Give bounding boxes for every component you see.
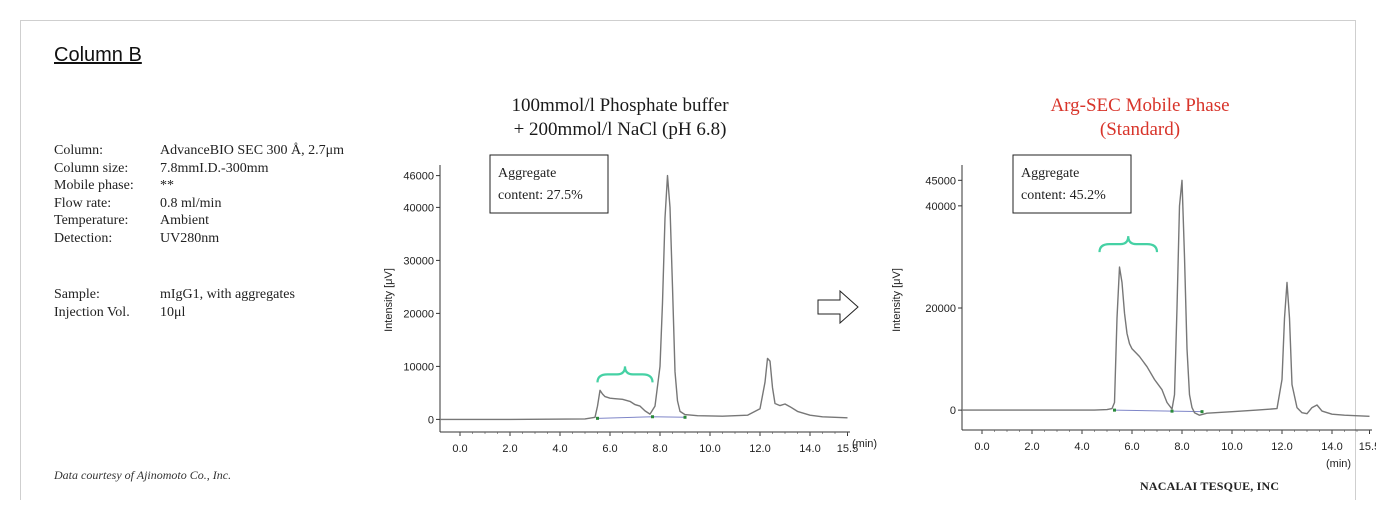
x-tick-label: 2.0 — [502, 443, 517, 455]
condition-row: Column size: 7.8mmI.D.-300mm — [54, 160, 269, 177]
condition-value: ** — [160, 178, 174, 193]
x-tick-label: 15.5 — [1359, 441, 1376, 453]
integration-marker — [1113, 408, 1116, 412]
aggregate-annotation-box — [489, 154, 609, 214]
x-tick-label: 2.0 — [1024, 441, 1039, 453]
condition-label: Mobile phase: — [54, 178, 134, 193]
condition-label: Detection: — [54, 230, 113, 246]
condition-label: Column: — [54, 143, 104, 158]
integration-marker — [1200, 410, 1204, 414]
x-tick-label: 4.0 — [1074, 441, 1089, 453]
section-heading: Column B — [54, 44, 142, 66]
x-tick-label: 0.0 — [974, 441, 989, 453]
y-tick-label: 40000 — [403, 202, 434, 214]
chromatogram-1: 0.0 2.0 4.0 6.0 8.0 10.0 12.0 14.0 15.5 46000 4000… — [383, 154, 877, 455]
x-tick-label: 6.0 — [1124, 441, 1139, 453]
condition-value: 10μl — [160, 304, 186, 320]
condition-value: 0.8 ml/min — [160, 195, 222, 211]
annotation-line: Aggregate — [1021, 166, 1079, 181]
x-axis-label: (min) — [852, 438, 877, 450]
chromatogram-trace — [962, 179, 1370, 417]
chromatogram-2: 0.0 2.0 4.0 6.0 8.0 10.0 12.0 14.0 15.5 45000 4000… — [891, 154, 1376, 470]
chart-title-line: (Standard) — [1099, 119, 1181, 140]
y-tick-label: 20000 — [925, 303, 956, 315]
annotation-line: content: 27.5% — [498, 188, 583, 203]
annotation-line: content: 45.2% — [1021, 188, 1106, 203]
aggregate-brace-icon — [596, 366, 654, 383]
condition-label: Sample: — [54, 287, 100, 302]
x-tick-label: 15.5 — [837, 443, 858, 455]
condition-value: AdvanceBIO SEC 300 Å, 2.7μm — [160, 143, 345, 158]
right-arrow-outline-icon — [817, 289, 859, 325]
data-credit: Data courtesy of Ajinomoto Co., Inc. — [54, 468, 232, 482]
y-axis-label: Intensity [μV] — [891, 268, 903, 332]
x-tick-label: 12.0 — [749, 443, 770, 455]
y-axis-label: Intensity [μV] — [383, 268, 395, 332]
chart-title-line: + 200mmol/l NaCl (pH 6.8) — [513, 119, 727, 140]
condition-label: Column size: — [54, 160, 129, 176]
condition-value: UV280nm — [160, 230, 220, 246]
condition-label: Temperature: — [54, 213, 129, 228]
condition-row: Temperature: Ambient — [54, 212, 209, 229]
y-tick-label: 0 — [950, 405, 956, 417]
y-tick-label: 46000 — [403, 171, 434, 183]
condition-label: Injection Vol. — [54, 304, 130, 320]
y-tick-label: 20000 — [403, 308, 434, 320]
condition-row: Column: AdvanceBIO SEC 300 Å, 2.7μm — [54, 142, 344, 159]
sample-row: Injection Vol. 10μl — [54, 304, 185, 321]
integration-marker — [683, 415, 687, 419]
condition-value: Ambient — [160, 213, 209, 228]
condition-row: Flow rate: 0.8 ml/min — [54, 195, 221, 212]
x-tick-label: 10.0 — [1221, 441, 1242, 453]
integration-marker — [1170, 409, 1174, 413]
annotation-line: Aggregate — [498, 166, 556, 181]
x-tick-label: 6.0 — [602, 443, 617, 455]
x-tick-label: 8.0 — [1174, 441, 1189, 453]
figure-frame — [20, 20, 1356, 500]
x-tick-label: 14.0 — [799, 443, 820, 455]
x-axis-label: (min) — [1326, 458, 1351, 470]
x-tick-label: 12.0 — [1271, 441, 1292, 453]
x-tick-label: 10.0 — [699, 443, 720, 455]
aggregate-annotation-box — [1012, 154, 1132, 214]
integration-marker — [651, 415, 654, 419]
condition-value: mIgG1, with aggregates — [160, 287, 295, 302]
sample-row: Sample: mIgG1, with aggregates — [54, 286, 295, 303]
x-tick-label: 8.0 — [652, 443, 667, 455]
y-tick-label: 10000 — [403, 361, 434, 373]
condition-value: 7.8mmI.D.-300mm — [160, 160, 269, 176]
chromatogram-trace — [440, 174, 848, 421]
y-tick-label: 30000 — [403, 255, 434, 267]
x-tick-label: 14.0 — [1321, 441, 1342, 453]
chart-title-line: 100mmol/l Phosphate buffer — [511, 95, 729, 116]
x-tick-label: 4.0 — [552, 443, 567, 455]
chart-title-arg-sec: Arg-SEC Mobile Phase (Standard) — [975, 94, 1305, 142]
y-tick-label: 0 — [428, 414, 434, 426]
chart-title-phosphate: 100mmol/l Phosphate buffer + 200mmol/l N… — [455, 94, 785, 142]
aggregate-brace-icon — [1098, 236, 1159, 253]
integration-baseline — [597, 416, 686, 419]
y-tick-label: 40000 — [925, 201, 956, 213]
chart-title-line: Arg-SEC Mobile Phase — [1050, 95, 1230, 116]
condition-row: Mobile phase: ** — [54, 177, 174, 194]
condition-row: Detection: UV280nm — [54, 230, 219, 247]
x-tick-label: 0.0 — [452, 443, 467, 455]
condition-label: Flow rate: — [54, 195, 112, 211]
y-tick-label: 45000 — [925, 175, 956, 187]
brand-label: NACALAI TESQUE, INC — [1140, 479, 1280, 493]
integration-marker — [596, 416, 599, 420]
integration-baseline — [1114, 409, 1203, 413]
